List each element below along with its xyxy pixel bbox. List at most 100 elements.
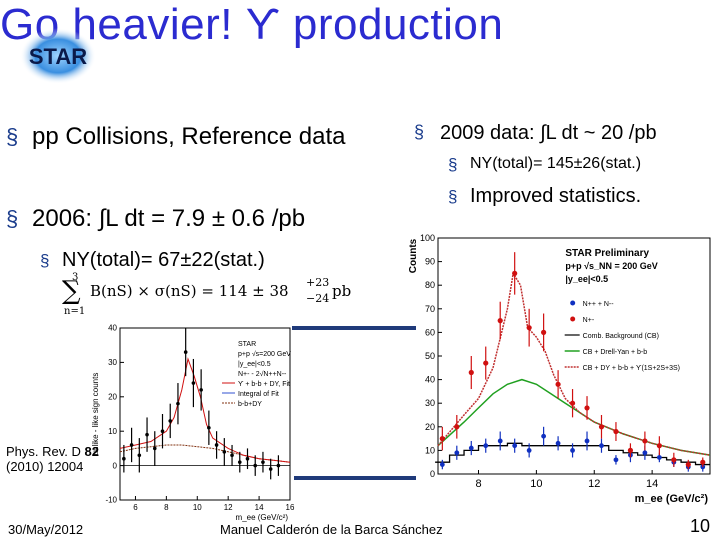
y-tick-label: 80 (425, 280, 435, 290)
y-axis-label: Counts (408, 238, 419, 273)
chart-title: STAR Preliminary (565, 248, 649, 259)
data-point (199, 388, 203, 392)
unlike-sign-point (642, 438, 648, 444)
y-tick-label: 50 (425, 351, 435, 361)
like-sign-point (483, 443, 489, 449)
cut-label: |y_ee|<0.5 (565, 274, 608, 284)
unlike-sign-point (569, 400, 576, 406)
data-point (145, 432, 149, 437)
x-tick-label: 12 (588, 478, 600, 490)
y-tick-label: 10 (425, 445, 435, 455)
data-point (122, 456, 126, 461)
x-tick-label: 14 (255, 503, 264, 512)
y-tick-label: 100 (420, 233, 435, 243)
unlike-sign-point (700, 459, 706, 465)
x-tick-label: 10 (530, 478, 542, 490)
data-point (160, 429, 165, 433)
like-sign-point (454, 450, 460, 456)
data-point (183, 350, 188, 354)
sum-symbol: ∑ (62, 276, 81, 306)
data-point (214, 443, 219, 447)
sum-bottom: n=1 (64, 306, 86, 317)
unlike-sign-point (468, 369, 474, 376)
x-tick-label: 6 (133, 503, 138, 512)
x-tick-label: 8 (164, 503, 169, 512)
data-point (222, 450, 227, 454)
unlike-sign-point (656, 443, 662, 449)
unlike-sign-point (512, 270, 518, 276)
footer-page-number: 10 (690, 516, 711, 536)
footer-date: 30/May/2012 (8, 522, 84, 537)
legend-entry: N++ + N-- (583, 301, 615, 308)
formula-body: B(nS) × σ(nS) = 114 ± 38 (90, 282, 289, 300)
formula-sup: +23 (306, 276, 330, 289)
y-tick-label: 0 (113, 461, 118, 470)
unlike-sign-point (598, 424, 605, 430)
bkg-curve (119, 444, 291, 463)
like-sign-point (613, 457, 619, 463)
bullet-text: pp Collisions, Reference data (32, 123, 346, 150)
data-point (276, 463, 281, 468)
unlike-sign-point (584, 405, 590, 411)
legend-entry: N+- - 2√N++N-- (238, 370, 287, 378)
data-point (168, 419, 173, 423)
slide-title: Go heavier! ϒ production (0, 0, 504, 49)
data-point (152, 446, 157, 451)
sub-bullet-text: NΥ(total)= 145±26(stat.) (470, 155, 642, 172)
legend-marker (570, 300, 576, 306)
connector-line-top (292, 326, 416, 330)
legend-entry: N+- (583, 317, 595, 324)
data-point (230, 453, 234, 458)
data-point (176, 401, 180, 406)
unlike-sign-point (613, 428, 619, 435)
data-point (137, 453, 142, 458)
legend-entry: CB + Drell-Yan + b-b (583, 349, 648, 356)
chart-subtitle: p+p √s_NN = 200 GeV (565, 261, 657, 271)
star-logo-icon: STAR (20, 28, 96, 84)
reference-citation: Phys. Rev. D 82 (2010) 12004 (6, 444, 99, 474)
sub-bullet-upsilon-total-2009: § NΥ(total)= 145±26(stat.) (448, 152, 642, 176)
y-tick-label: 60 (425, 327, 435, 337)
y-tick-label: 70 (425, 304, 435, 314)
unlike-sign-point (685, 461, 691, 468)
bullet-marker-icon: § (414, 122, 425, 142)
legend-entry: Integral of Fit (238, 391, 279, 398)
cross-section-formula: 3 ∑ n=1 B(nS) × σ(nS) = 114 ± 38 +23 −24… (60, 272, 360, 318)
bullet-text: 2009 data: ∫L dt ~ 20 /pb (440, 122, 657, 144)
legend-entry: ϒ + b-b + DY, Fit (238, 381, 290, 388)
star-logo: STAR (18, 26, 98, 86)
bullet-pp-collisions: § pp Collisions, Reference data (6, 122, 352, 152)
data-point (261, 460, 265, 464)
unlike-sign-point (497, 318, 503, 324)
like-sign-point (642, 450, 648, 456)
y-tick-label: 30 (108, 358, 117, 367)
y-tick-label: 40 (108, 324, 117, 333)
connector-line-bottom (294, 476, 416, 480)
x-tick-label: 10 (193, 503, 202, 512)
sum-top: 3 (72, 272, 79, 283)
reference-volume: 82 (84, 444, 99, 459)
unlike-sign-point (454, 424, 460, 430)
data-point (253, 463, 258, 468)
y-tick-label: 20 (108, 392, 117, 401)
x-tick-label: 16 (286, 503, 295, 512)
formula-unit: pb (332, 282, 352, 300)
unlike-sign-point (483, 360, 489, 366)
y-tick-label: -10 (105, 496, 117, 505)
total-fit-curve (437, 271, 711, 456)
data-point (268, 467, 273, 471)
unlike-sign-point (671, 457, 677, 463)
bullet-2006-luminosity: § 2006: ∫L dt = 7.9 ± 0.6 /pb (6, 204, 392, 234)
like-sign-point (599, 443, 604, 449)
x-axis-label: m_ee (GeV/c²) (635, 493, 709, 505)
legend-marker (570, 316, 576, 322)
reference-line-1: Phys. Rev. D 82 (6, 444, 99, 459)
bullet-2009-data: § 2009 data: ∫L dt ~ 20 /pb (414, 118, 657, 148)
bullet-marker-icon: § (40, 251, 50, 270)
data-point (207, 425, 211, 430)
like-sign-point (541, 433, 547, 439)
bullet-marker-icon: § (448, 187, 458, 206)
y-tick-label: 40 (425, 375, 435, 385)
y-tick-label: 10 (108, 427, 117, 436)
